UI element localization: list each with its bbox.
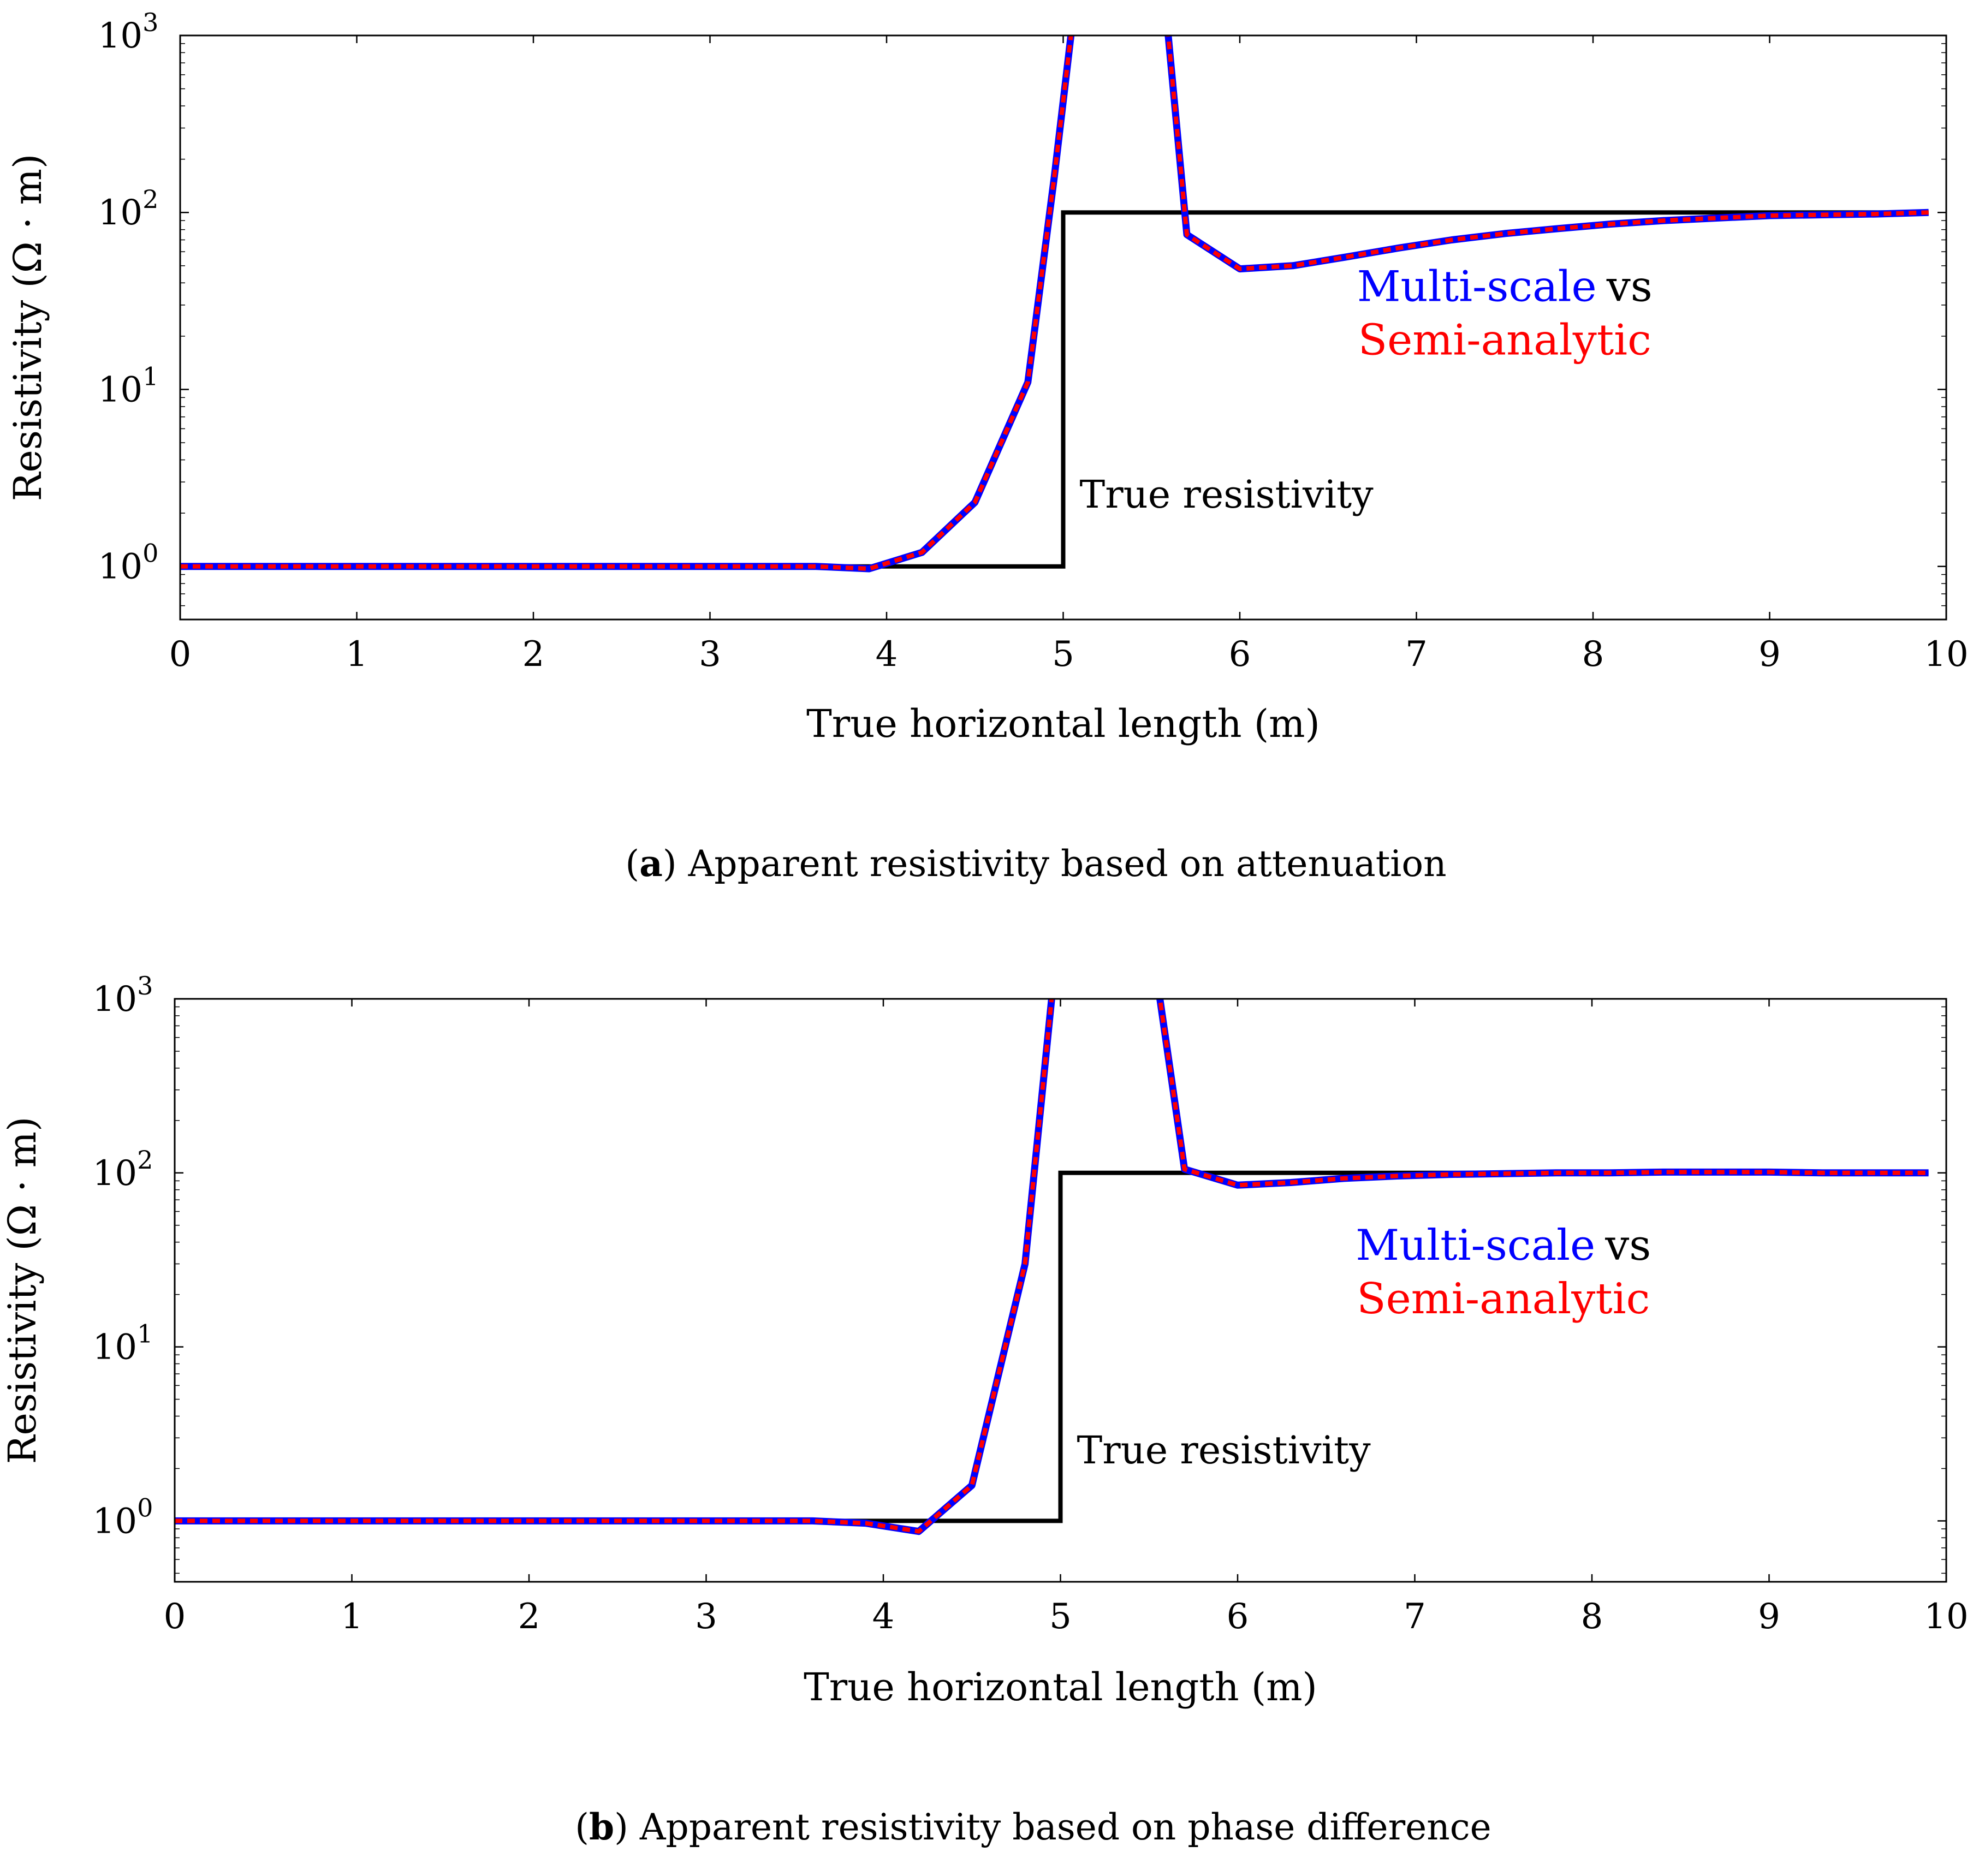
x-tick-label: 3 [695,1597,717,1637]
y-tick-label: 101 [98,361,159,410]
legend-semi-analytic: Semi-analytic [1358,315,1651,365]
caption-letter: b [589,1806,614,1848]
x-tick-label: 4 [872,1597,895,1637]
plot-area [180,35,1929,573]
x-tick-label: 10 [1924,1597,1968,1637]
x-tick-label: 7 [1405,634,1428,675]
x-axis-label: True horizontal length (m) [806,701,1320,746]
caption-close-paren: ) [663,843,688,885]
y-axis-label: Resistivity (Ω · m) [5,154,50,502]
x-tick-label: 3 [699,634,721,675]
annotation-true-resistivity: True resistivity [1080,472,1374,517]
caption-close-paren: ) [614,1806,640,1848]
y-tick-base: 10 [98,547,142,587]
caption-letter: a [639,842,663,885]
axes-frame [179,34,1947,621]
y-tick-exponent: 1 [142,361,158,391]
y-tick-base: 10 [93,1327,137,1368]
legend-multi-scale: Multi-scale [1357,262,1597,311]
y-tick-exponent: 0 [142,539,158,568]
x-tick-label: 7 [1404,1597,1426,1637]
x-tick-label: 9 [1758,634,1781,675]
y-tick-exponent: 3 [142,8,158,37]
true-resistivity-line [175,1170,1929,1523]
caption-open-paren: ( [575,1806,589,1848]
y-tick-base: 10 [93,1501,137,1541]
axes-frame [174,998,1947,1583]
x-tick-label: 8 [1582,634,1604,675]
y-tick-base: 10 [98,16,142,56]
x-tick-label: 5 [1049,1597,1072,1637]
figure-caption: (b) Apparent resistivity based on phase … [575,1806,1491,1848]
x-tick-label: 1 [346,634,368,675]
y-tick-label: 103 [93,971,153,1020]
semi-analytic-line [180,35,1929,571]
y-tick-label: 102 [98,184,159,233]
y-tick-label: 101 [93,1319,153,1368]
x-tick-label: 2 [522,634,545,675]
y-tick-label: 103 [98,8,159,56]
x-tick-label: 1 [341,1597,363,1637]
caption-open-paren: ( [625,843,639,885]
y-tick-label: 100 [93,1493,153,1541]
x-tick-label: 9 [1758,1597,1780,1637]
legend-line-1: Multi-scale vs [1356,1221,1651,1270]
legend-vs: vs [1606,262,1653,311]
legend-line-1: Multi-scale vs [1357,262,1653,311]
y-tick-exponent: 2 [142,184,158,214]
plot-area [175,999,1929,1535]
true-resistivity-line [180,210,1929,569]
figure-caption: (a) Apparent resistivity based on attenu… [625,842,1446,885]
legend-vs: vs [1604,1221,1651,1270]
y-tick-base: 10 [93,979,137,1020]
caption-text: Apparent resistivity based on phase diff… [639,1806,1491,1848]
y-tick-exponent: 2 [137,1145,153,1175]
x-tick-label: 6 [1229,634,1251,675]
annotation-true-resistivity: True resistivity [1077,1428,1371,1473]
legend-semi-analytic: Semi-analytic [1357,1275,1650,1324]
y-axis-label: Resistivity (Ω · m) [0,1117,45,1464]
x-tick-label: 4 [876,634,898,675]
caption-text: Apparent resistivity based on attenuatio… [688,843,1447,885]
x-axis-label: True horizontal length (m) [804,1665,1317,1710]
x-tick-label: 0 [164,1597,186,1637]
y-tick-label: 102 [93,1145,153,1194]
multi-scale-line [180,35,1929,573]
x-tick-label: 0 [169,634,192,675]
y-tick-label: 100 [98,539,159,587]
x-tick-label: 5 [1052,634,1074,675]
x-tick-label: 2 [518,1597,540,1637]
x-tick-label: 10 [1924,634,1968,675]
semi-analytic-line [175,999,1929,1534]
x-tick-label: 8 [1581,1597,1603,1637]
y-tick-base: 10 [98,193,142,233]
y-tick-exponent: 3 [137,971,153,1000]
y-tick-exponent: 0 [137,1493,153,1522]
y-tick-base: 10 [93,1153,137,1194]
y-tick-exponent: 1 [137,1319,153,1349]
legend-multi-scale: Multi-scale [1356,1221,1595,1270]
y-tick-base: 10 [98,370,142,410]
x-tick-label: 6 [1227,1597,1249,1637]
